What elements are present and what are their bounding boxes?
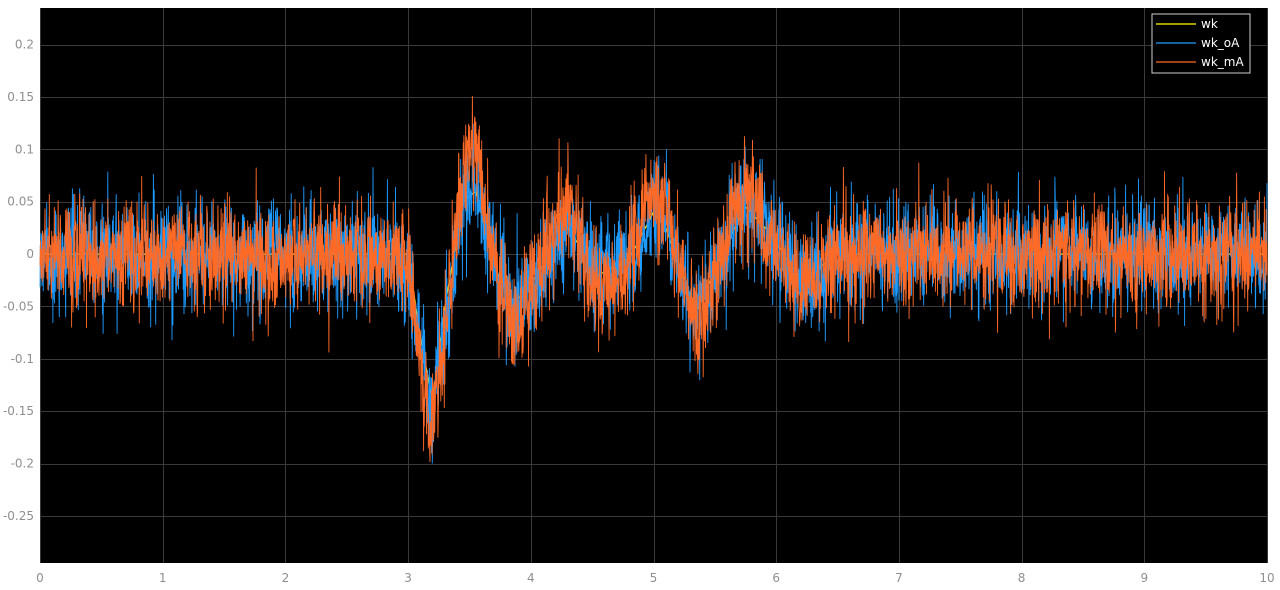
grid-lines	[40, 8, 1268, 563]
y-tick-label: 0.2	[15, 38, 34, 52]
x-tick-label: 2	[282, 571, 290, 585]
x-tick-label: 0	[36, 571, 44, 585]
x-tick-label: 4	[527, 571, 535, 585]
series-line-wk-mA	[39, 96, 1268, 463]
legend-label: wk_mA	[1201, 55, 1244, 69]
x-tick-label: 10	[1259, 571, 1274, 585]
x-tick-label: 9	[1140, 571, 1148, 585]
y-tick-label: 0.05	[7, 195, 34, 209]
y-tick-label: 0.1	[15, 142, 34, 156]
x-tick-label: 3	[404, 571, 412, 585]
y-tick-label: -0.2	[11, 457, 34, 471]
x-tick-label: 1	[159, 571, 167, 585]
x-tick-label: 8	[1018, 571, 1026, 585]
y-tick-label: -0.05	[3, 299, 34, 313]
legend-label: wk	[1201, 17, 1218, 31]
x-axis-ticks: 0 1 2 3 4 5 6 7 8 9 10	[36, 571, 1274, 585]
y-tick-label: -0.25	[3, 509, 34, 523]
y-tick-label: -0.15	[3, 404, 34, 418]
x-tick-label: 5	[650, 571, 658, 585]
y-axis-ticks: 0.2 0.15 0.1 0.05 0 -0.05 -0.1 -0.15 -0.2 -0.25	[3, 38, 34, 523]
legend-label: wk_oA	[1201, 36, 1240, 50]
plot-area	[40, 8, 1267, 563]
y-tick-label: 0	[26, 247, 34, 261]
legend: wk wk_oA wk_mA	[1151, 13, 1251, 74]
x-tick-label: 6	[772, 571, 780, 585]
series-lines	[39, 96, 1268, 464]
y-tick-label: -0.1	[11, 352, 34, 366]
y-tick-label: 0.15	[7, 90, 34, 104]
x-tick-label: 7	[895, 571, 903, 585]
